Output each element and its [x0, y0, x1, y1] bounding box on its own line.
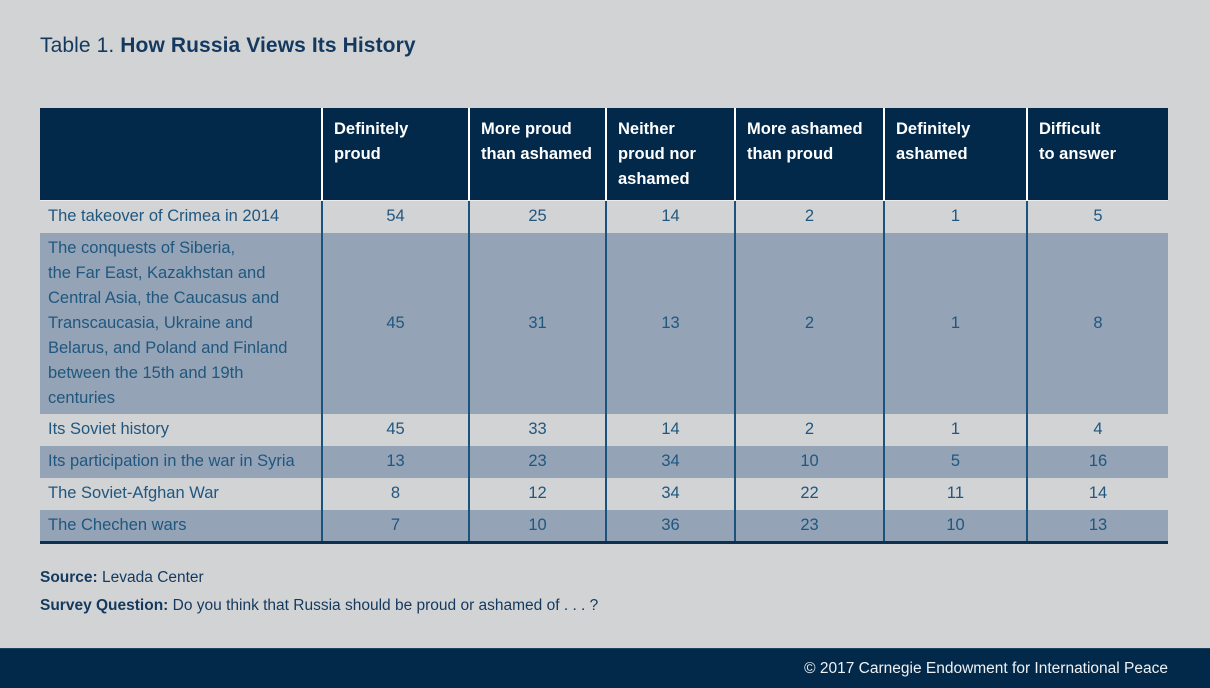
row-label: Its participation in the war in Syria — [48, 452, 295, 470]
cell-value: 1 — [883, 232, 1027, 414]
cell-value: 36 — [605, 509, 735, 542]
footnotes: Source: Levada Center Survey Question: D… — [40, 564, 598, 620]
table-header-row: Definitely proud More proud than ashamed… — [40, 108, 1168, 201]
cell-value: 14 — [605, 200, 735, 233]
cell-value: 5 — [883, 445, 1027, 478]
table-row-afghan-war: The Soviet-Afghan War 8 12 34 22 11 14 — [40, 477, 1168, 510]
cell-value: 25 — [468, 200, 606, 233]
cell-value: 2 — [734, 200, 884, 233]
cell-value: 2 — [734, 232, 884, 414]
cell-value: 10 — [883, 509, 1027, 542]
copyright-text: © 2017 Carnegie Endowment for Internatio… — [804, 659, 1168, 677]
table-row-soviet-history: Its Soviet history 45 33 14 2 1 4 — [40, 413, 1168, 446]
cell-value: 16 — [1026, 445, 1168, 478]
row-label: The takeover of Crimea in 2014 — [48, 207, 280, 226]
source-text: Levada Center — [102, 569, 204, 586]
cell-value: 10 — [734, 445, 884, 478]
table-row-conquests: The conquests of Siberia, the Far East, … — [40, 232, 1168, 414]
source-label: Source: — [40, 569, 98, 586]
table-row-syria: Its participation in the war in Syria 13… — [40, 445, 1168, 478]
cell-value: 11 — [883, 477, 1027, 510]
cell-value: 13 — [321, 445, 469, 478]
cell-value: 8 — [1026, 232, 1168, 414]
table-number: Table 1. — [40, 34, 121, 57]
copyright-bar: © 2017 Carnegie Endowment for Internatio… — [0, 648, 1210, 688]
survey-question-line: Survey Question: Do you think that Russi… — [40, 592, 598, 620]
row-label: The conquests of Siberia, the Far East, … — [48, 238, 288, 407]
cell-value: 13 — [605, 232, 735, 414]
table-row-crimea: The takeover of Crimea in 2014 54 25 14 … — [40, 200, 1168, 233]
cell-value: 10 — [468, 509, 606, 542]
column-header-more-proud: More proud than ashamed — [468, 108, 606, 201]
cell-value: 13 — [1026, 509, 1168, 542]
cell-value: 34 — [605, 445, 735, 478]
source-line: Source: Levada Center — [40, 564, 598, 592]
row-label: Its Soviet history — [48, 420, 170, 438]
column-header-definitely-proud: Definitely proud — [321, 108, 469, 201]
cell-value: 23 — [734, 509, 884, 542]
cell-value: 14 — [605, 413, 735, 446]
cell-value: 31 — [468, 232, 606, 414]
cell-value: 1 — [883, 413, 1027, 446]
cell-value: 45 — [321, 413, 469, 446]
figure-title: Table 1. How Russia Views Its History — [40, 34, 416, 58]
cell-value: 12 — [468, 477, 606, 510]
header-empty-cell — [40, 108, 322, 201]
row-label: The Soviet-Afghan War — [48, 484, 219, 502]
cell-value: 33 — [468, 413, 606, 446]
cell-value: 45 — [321, 232, 469, 414]
column-header-more-ashamed: More ashamed than proud — [734, 108, 884, 201]
column-header-difficult: Difficult to answer — [1026, 108, 1168, 201]
row-label: The Chechen wars — [48, 515, 187, 534]
cell-value: 2 — [734, 413, 884, 446]
survey-table: Definitely proud More proud than ashamed… — [40, 108, 1168, 544]
cell-value: 23 — [468, 445, 606, 478]
cell-value: 8 — [321, 477, 469, 510]
table-row-chechen-wars: The Chechen wars 7 10 36 23 10 13 — [40, 509, 1168, 542]
cell-value: 7 — [321, 509, 469, 542]
column-header-neither: Neither proud nor ashamed — [605, 108, 735, 201]
cell-value: 5 — [1026, 200, 1168, 233]
cell-value: 34 — [605, 477, 735, 510]
table-title-text: How Russia Views Its History — [120, 34, 416, 57]
cell-value: 1 — [883, 200, 1027, 233]
cell-value: 14 — [1026, 477, 1168, 510]
survey-question-label: Survey Question: — [40, 597, 169, 614]
column-header-definitely-ashamed: Definitely ashamed — [883, 108, 1027, 201]
cell-value: 22 — [734, 477, 884, 510]
cell-value: 54 — [321, 200, 469, 233]
cell-value: 4 — [1026, 413, 1168, 446]
survey-question-text: Do you think that Russia should be proud… — [172, 597, 599, 614]
